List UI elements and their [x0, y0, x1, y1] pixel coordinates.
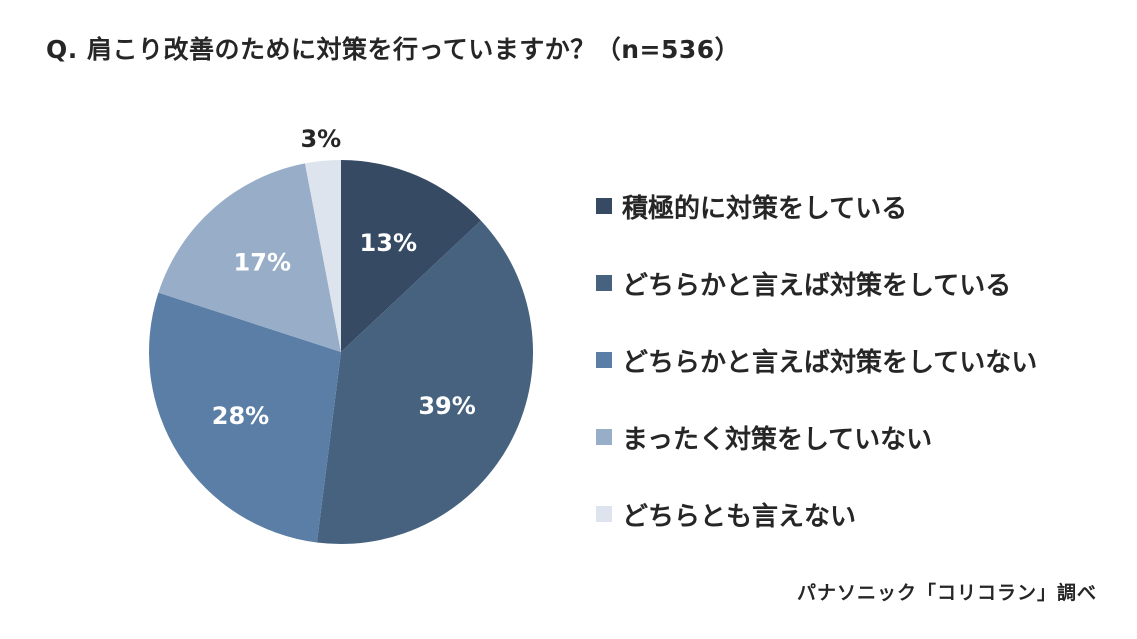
slice-label-5: 3%: [300, 125, 341, 153]
slice-label-2: 39%: [418, 392, 475, 420]
legend-swatch-3: [596, 352, 612, 368]
slice-label-1: 13%: [360, 229, 417, 257]
legend-item-5: どちらとも言えない: [596, 493, 1037, 535]
pie-slices: [148, 160, 533, 544]
legend-swatch-2: [596, 275, 612, 291]
pie-slice-5: [305, 160, 341, 352]
legend-label-4: まったく対策をしていない: [622, 424, 933, 455]
legend: 積極的に対策をしているどちらかと言えば対策をしている どちらかと言えば対策をしてい…: [596, 185, 1037, 570]
chart-title: Q. 肩こり改善のために対策を行っていますか？（n=536）: [46, 35, 741, 64]
legend-item-2: どちらかと言えば対策をしている: [596, 262, 1037, 304]
legend-swatch-1: [596, 198, 612, 214]
slice-label-3: 28%: [212, 402, 269, 430]
pie-slice-4: [158, 163, 341, 352]
slice-label-4: 17%: [234, 249, 291, 277]
source-note: パナソニック「コリコラン」調べ: [796, 582, 1097, 604]
legend-item-4: まったく対策をしていない: [596, 416, 1037, 458]
legend-label-2: どちらかと言えば対策をしている: [622, 270, 1012, 301]
legend-swatch-5: [596, 506, 612, 522]
legend-item-3: どちらかと言えば対策をしていない: [596, 339, 1037, 381]
legend-label-1: 積極的に対策をしている: [622, 193, 908, 224]
legend-label-5: どちらとも言えない: [622, 501, 857, 532]
pie-slice-3: [148, 292, 341, 543]
pie-slice-1: [341, 160, 481, 352]
pie-slice-2: [316, 220, 533, 544]
legend-item-1: 積極的に対策をしている: [596, 185, 1037, 227]
legend-label-3: どちらかと言えば対策をしていない: [622, 347, 1038, 378]
pie-slice-labels: 13% 39% 28% 17% 3%: [212, 125, 476, 430]
legend-swatch-4: [596, 429, 612, 445]
